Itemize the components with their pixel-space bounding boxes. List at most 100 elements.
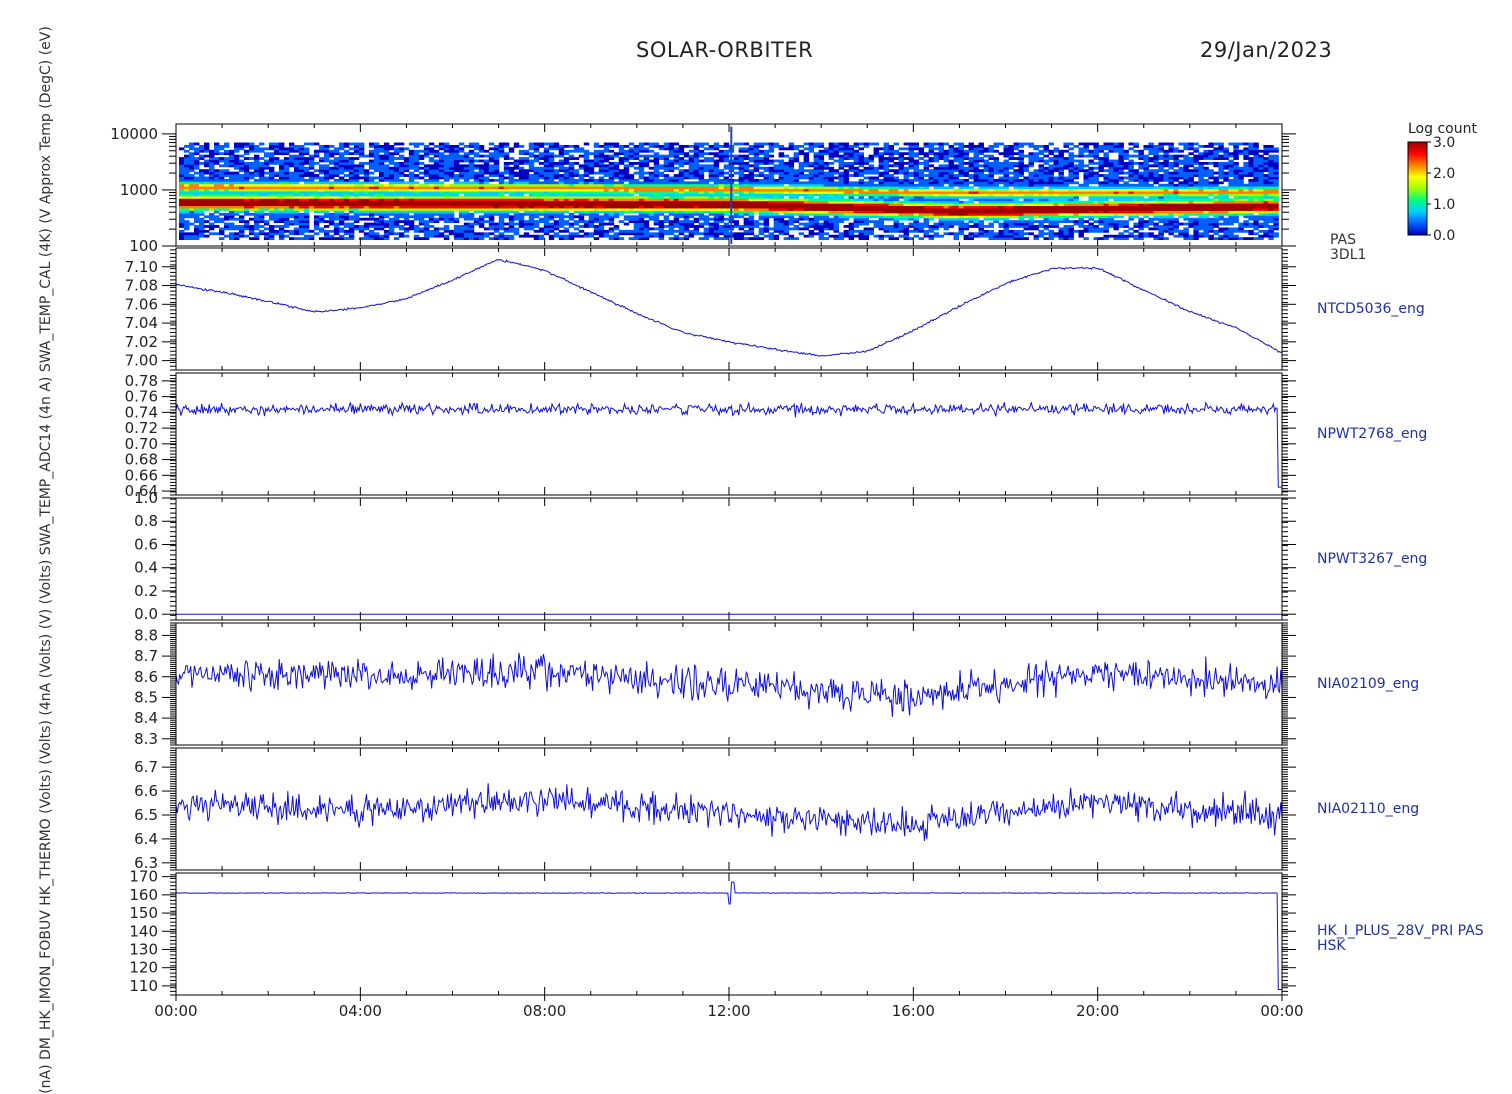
heatmap-cell — [539, 230, 544, 233]
heatmap-cell — [804, 191, 809, 194]
heatmap-cell — [444, 208, 449, 211]
heatmap-cell — [209, 152, 214, 155]
heatmap-cell — [199, 162, 204, 165]
heatmap-cell — [554, 225, 559, 228]
heatmap-cell — [324, 203, 329, 206]
heatmap-cell — [429, 169, 434, 172]
heatmap-cell — [609, 184, 614, 187]
heatmap-cell — [374, 201, 379, 204]
heatmap-cell — [834, 227, 839, 230]
heatmap-cell — [544, 181, 549, 184]
heatmap-cell — [434, 167, 439, 170]
heatmap-cell — [384, 223, 389, 226]
heatmap-cell — [619, 162, 624, 165]
heatmap-cell — [329, 177, 334, 180]
heatmap-cell — [614, 152, 619, 155]
heatmap-cell — [894, 210, 899, 213]
heatmap-cell — [529, 152, 534, 155]
heatmap-cell — [564, 208, 569, 211]
heatmap-cell — [744, 143, 749, 146]
heatmap-cell — [494, 191, 499, 194]
heatmap-cell — [789, 201, 794, 204]
heatmap-cell — [799, 201, 804, 204]
heatmap-cell — [469, 203, 474, 206]
heatmap-cell — [544, 194, 549, 197]
heatmap-cell — [329, 186, 334, 189]
heatmap-cell — [669, 179, 674, 182]
heatmap-cell — [354, 213, 359, 216]
heatmap-cell — [249, 230, 254, 233]
heatmap-cell — [269, 203, 274, 206]
heatmap-cell — [929, 206, 934, 209]
heatmap-cell — [899, 147, 904, 150]
heatmap-cell — [799, 181, 804, 184]
heatmap-cell — [804, 210, 809, 213]
heatmap-cell — [594, 184, 599, 187]
heatmap-cell — [424, 196, 429, 199]
heatmap-cell — [329, 160, 334, 163]
heatmap-cell — [889, 157, 894, 160]
heatmap-cell — [429, 218, 434, 221]
heatmap-cell — [299, 196, 304, 199]
heatmap-cell — [639, 145, 644, 148]
heatmap-cell — [724, 160, 729, 163]
heatmap-cell — [199, 210, 204, 213]
heatmap-cell — [734, 157, 739, 160]
heatmap-cell — [229, 215, 234, 218]
heatmap-cell — [769, 213, 774, 216]
heatmap-cell — [339, 147, 344, 150]
heatmap-cell — [939, 196, 944, 199]
heatmap-cell — [509, 169, 514, 172]
heatmap-cell — [319, 186, 324, 189]
heatmap-cell — [539, 201, 544, 204]
heatmap-cell — [489, 213, 494, 216]
heatmap-cell — [899, 172, 904, 175]
heatmap-cell — [594, 201, 599, 204]
heatmap-cell — [334, 194, 339, 197]
heatmap-cell — [539, 196, 544, 199]
heatmap-cell — [864, 210, 869, 213]
heatmap-cell — [879, 186, 884, 189]
heatmap-cell — [279, 208, 284, 211]
heatmap-cell — [479, 194, 484, 197]
heatmap-cell — [474, 196, 479, 199]
heatmap-cell — [774, 237, 779, 240]
heatmap-cell — [564, 145, 569, 148]
heatmap-cell — [339, 230, 344, 233]
heatmap-cell — [834, 230, 839, 233]
heatmap-cell — [474, 172, 479, 175]
heatmap-cell — [464, 213, 469, 216]
heatmap-cell — [269, 186, 274, 189]
heatmap-cell — [499, 191, 504, 194]
heatmap-cell — [294, 177, 299, 180]
heatmap-cell — [854, 181, 859, 184]
heatmap-cell — [314, 223, 319, 226]
heatmap-cell — [859, 169, 864, 172]
heatmap-cell — [504, 237, 509, 240]
heatmap-cell — [444, 227, 449, 230]
heatmap-cell — [724, 213, 729, 216]
heatmap-cell — [764, 160, 769, 163]
heatmap-cell — [694, 203, 699, 206]
heatmap-cell — [704, 167, 709, 170]
heatmap-cell — [869, 198, 874, 201]
heatmap-cell — [924, 223, 929, 226]
heatmap-cell — [594, 220, 599, 223]
heatmap-cell — [894, 172, 899, 175]
heatmap-cell — [749, 174, 754, 177]
heatmap-cell — [209, 167, 214, 170]
heatmap-layer — [179, 127, 1279, 244]
heatmap-cell — [229, 172, 234, 175]
heatmap-cell — [534, 157, 539, 160]
heatmap-cell — [284, 196, 289, 199]
heatmap-cell — [454, 152, 459, 155]
heatmap-cell — [459, 157, 464, 160]
heatmap-cell — [204, 181, 209, 184]
heatmap-cell — [894, 213, 899, 216]
heatmap-cell — [544, 160, 549, 163]
heatmap-cell — [344, 223, 349, 226]
heatmap-cell — [204, 143, 209, 146]
heatmap-cell — [249, 232, 254, 235]
heatmap-cell — [684, 208, 689, 211]
heatmap-cell — [484, 208, 489, 211]
